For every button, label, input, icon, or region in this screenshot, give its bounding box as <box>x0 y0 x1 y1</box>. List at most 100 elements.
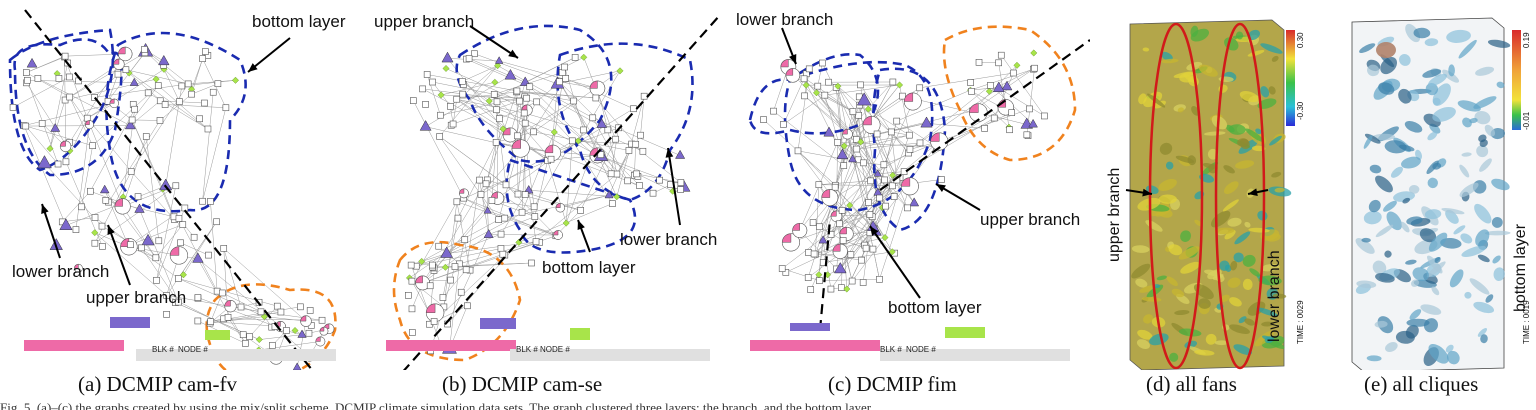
graph-edge <box>834 187 876 232</box>
graph-node <box>492 139 500 146</box>
graph-node <box>426 282 434 290</box>
graph-edge <box>607 129 618 175</box>
caption-a: (a) DCMIP cam-fv <box>78 372 238 396</box>
graph-edge <box>497 158 552 199</box>
bridge-node <box>441 263 449 271</box>
vortex-structure <box>1233 344 1253 355</box>
graph-edge <box>859 104 911 150</box>
vortex-structure <box>1260 86 1270 98</box>
scale-max-e: 0.19 <box>1522 32 1531 48</box>
graph-node <box>881 176 888 184</box>
graph-node <box>91 94 98 101</box>
graph-edge <box>122 206 157 258</box>
graph-node <box>24 76 31 84</box>
graph-node <box>831 183 839 191</box>
bridge-node <box>881 234 889 242</box>
graph-node <box>624 177 632 185</box>
colorbar-e <box>1512 30 1521 130</box>
vortex-structure <box>1177 107 1184 113</box>
graph-edge <box>108 120 161 203</box>
vortex-structure <box>1230 260 1238 271</box>
bridge-node <box>562 219 570 227</box>
clique-node <box>158 54 170 66</box>
graph-node <box>202 48 209 55</box>
graph-edge <box>871 121 897 217</box>
graph-edge <box>822 62 861 143</box>
fan-node-slice <box>502 127 518 143</box>
vortex-structure <box>1428 73 1447 87</box>
annotation-bottom-layer-a: bottom layer <box>252 12 346 31</box>
graph-edge <box>817 62 823 87</box>
vortex-structure <box>1406 216 1423 225</box>
vortex-structure <box>1247 50 1265 57</box>
graph-node <box>526 83 534 91</box>
vortex-structure <box>1194 219 1203 227</box>
vortex-structure <box>1453 225 1466 235</box>
clique-node <box>992 81 1005 93</box>
graph-node <box>405 292 412 299</box>
bar-fans <box>386 340 516 351</box>
vortex-structure <box>1478 134 1487 143</box>
vortex-structure <box>1149 333 1169 346</box>
graph-edge <box>846 197 880 235</box>
fan-node-slice <box>832 243 848 259</box>
vortex-structure <box>1491 178 1510 191</box>
fan-node-slice <box>969 103 988 122</box>
graph-node <box>138 244 145 252</box>
graph-node <box>54 160 62 168</box>
vortex-structure <box>1487 39 1511 48</box>
graph-node <box>656 176 663 184</box>
clique-node <box>99 184 110 194</box>
clique-node <box>596 118 608 128</box>
graph-node <box>916 84 924 92</box>
vortex-structure <box>1161 51 1173 61</box>
vortex-structure <box>1271 171 1282 178</box>
graph-edge <box>873 135 910 229</box>
graph-node <box>499 250 507 258</box>
graph-edge <box>459 239 465 264</box>
graph-node <box>630 105 637 113</box>
vortex-structure <box>1136 339 1150 350</box>
bridge-node <box>255 336 263 344</box>
graph-edge <box>572 140 613 204</box>
graph-edge <box>26 72 70 98</box>
caption-b: (b) DCMIP cam-se <box>442 372 603 396</box>
graph-node <box>246 333 253 340</box>
graph-node <box>38 120 46 127</box>
graph-node <box>770 107 777 115</box>
vortex-structure <box>1434 257 1441 264</box>
graph-edge <box>836 210 843 269</box>
clique-node <box>419 119 432 131</box>
bar-fans <box>750 340 880 351</box>
fan-node-slice <box>74 263 83 273</box>
graph-node <box>556 78 563 86</box>
graph-node <box>127 168 135 175</box>
graph-node <box>514 190 522 198</box>
graph-node <box>838 284 845 291</box>
graph-edge <box>456 98 526 124</box>
graph-node <box>482 180 490 188</box>
graph-edge <box>456 158 552 203</box>
graph-edge <box>580 139 616 211</box>
graph-node <box>592 94 600 102</box>
vortex-structure <box>1158 178 1177 191</box>
vortex-structure <box>1269 135 1282 146</box>
caption-e: (e) all cliques <box>1364 372 1479 396</box>
graph-node <box>866 211 874 218</box>
vortex-structure <box>1469 278 1490 295</box>
graph-edge <box>547 108 634 161</box>
graph-node <box>273 302 281 310</box>
graph-node <box>66 73 73 81</box>
vortex-structure <box>1205 333 1217 345</box>
graph-edge <box>804 95 848 135</box>
vortex-structure <box>1426 160 1439 175</box>
graph-edge <box>517 100 574 137</box>
arrow-upper-branch-d-head <box>1142 188 1152 197</box>
graph-node <box>114 70 122 78</box>
fan-node-slice <box>903 92 922 111</box>
graph-edge <box>456 99 504 130</box>
graph-node <box>55 75 63 82</box>
graph-node <box>409 329 416 336</box>
annotation-upper-branch-b: upper branch <box>374 12 475 31</box>
graph-node <box>451 263 459 270</box>
